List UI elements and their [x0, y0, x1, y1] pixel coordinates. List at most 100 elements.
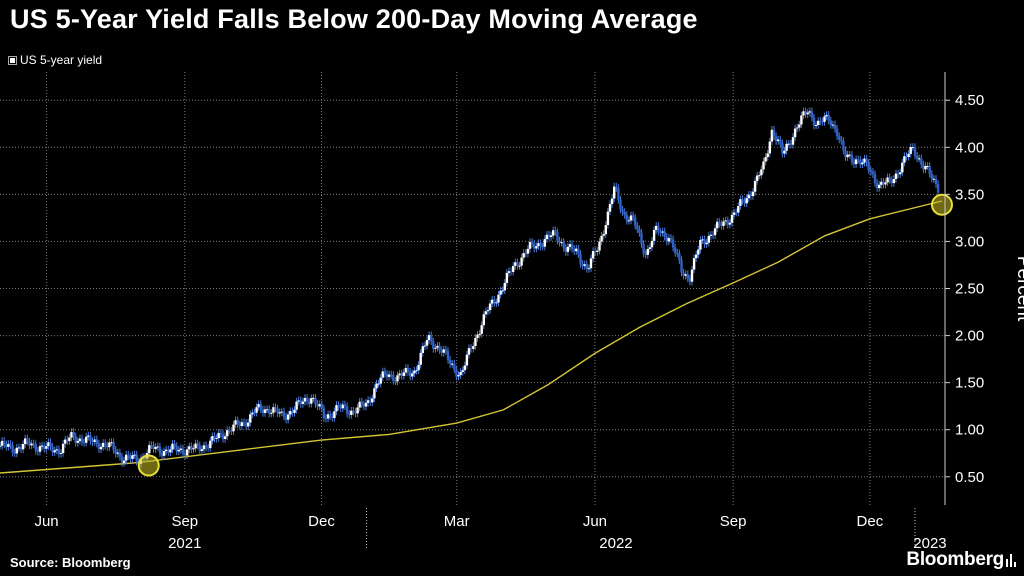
yield-candle — [796, 127, 799, 129]
yield-candle — [661, 231, 664, 233]
yield-candle — [905, 156, 908, 158]
yield-candle — [196, 443, 199, 446]
yield-candle — [259, 404, 262, 410]
yield-candle — [844, 150, 847, 158]
yield-candle — [261, 409, 265, 413]
y-tick-label: 2.00 — [955, 328, 984, 345]
yield-candle — [674, 247, 677, 253]
yield-candle — [932, 178, 936, 180]
yield-candle — [78, 438, 82, 442]
yield-candle — [129, 456, 132, 459]
yield-candle — [446, 351, 450, 360]
yield-candle — [337, 405, 340, 407]
yield-candle — [890, 179, 893, 184]
yield-candle — [95, 439, 98, 444]
yield-candle — [562, 242, 565, 248]
yield-candle — [608, 204, 612, 212]
yield-candle — [857, 159, 860, 161]
yield-candle — [922, 164, 925, 170]
yield-candle — [423, 345, 427, 347]
yield-candle — [43, 445, 46, 449]
yield-candle — [568, 244, 572, 247]
yield-candle — [276, 408, 279, 414]
yield-candle — [606, 211, 610, 225]
yield-candle — [339, 406, 342, 409]
yield-candle — [350, 410, 353, 415]
yield-candle — [425, 340, 429, 346]
yield-candle — [47, 442, 50, 447]
yield-candle — [70, 432, 73, 438]
yield-candle — [463, 365, 466, 371]
yield-candle — [0, 440, 4, 446]
yield-candle — [514, 262, 517, 266]
yield-candle — [345, 406, 349, 414]
yield-candle — [892, 179, 896, 184]
yield-candle — [476, 334, 479, 338]
bar-chart-icon — [1006, 553, 1018, 567]
axes: 0.50 1.00 1.50 2.00 2.50 3.00 3.50 4.00 4.50 Jun S… — [34, 72, 1024, 552]
yield-candle — [299, 400, 302, 404]
yield-candle — [444, 349, 448, 352]
yield-candle — [3, 440, 6, 445]
yield-candle — [499, 290, 502, 295]
yield-candle — [547, 234, 551, 237]
yield-candle — [781, 143, 784, 154]
yield-candle — [434, 347, 437, 349]
yield-candle — [396, 375, 399, 382]
crossover-marker — [930, 193, 953, 216]
yield-candle — [404, 368, 408, 373]
yield-candle — [488, 303, 492, 311]
yield-candle — [358, 401, 361, 408]
yield-candle — [899, 172, 902, 175]
yield-candle — [713, 228, 717, 236]
yield-candle — [455, 369, 458, 377]
yield-candle — [76, 441, 79, 443]
yield-candle — [644, 253, 647, 255]
yield-candle — [190, 446, 193, 450]
yield-candle — [223, 436, 227, 439]
yield-candle — [617, 188, 620, 200]
yield-candle — [583, 264, 586, 266]
yield-candle — [287, 414, 290, 420]
yield-candle — [524, 253, 527, 254]
brand: Bloomberg — [906, 549, 1018, 571]
yield-candle — [272, 407, 275, 413]
yield-candle — [493, 299, 496, 304]
yield-candle — [99, 446, 103, 450]
yield-candle — [613, 186, 616, 199]
y-tick-label: 0.50 — [955, 469, 984, 486]
yield-candle — [663, 231, 666, 237]
yield-candle — [53, 450, 56, 453]
yield-candle — [310, 398, 313, 404]
yield-candle — [366, 400, 370, 403]
yield-candle — [472, 346, 475, 349]
yield-candle — [886, 177, 889, 183]
yield-candle — [686, 274, 689, 279]
yield-candle — [724, 220, 727, 222]
yield-candle — [40, 445, 44, 447]
yield-candle — [680, 260, 683, 273]
yield-candle — [838, 136, 841, 140]
yield-candle — [268, 409, 271, 414]
yield-candle — [918, 158, 921, 160]
yield-candle — [573, 249, 576, 252]
yield-candle — [293, 409, 296, 413]
yield-candle — [827, 114, 830, 121]
yield-candle — [356, 407, 359, 414]
yield-candle — [512, 266, 515, 272]
yield-candle — [415, 370, 418, 372]
grid — [0, 72, 945, 505]
yield-candle — [280, 411, 283, 413]
yield-candle — [526, 248, 530, 254]
yield-candle — [581, 263, 584, 266]
yield-candle — [730, 214, 734, 223]
yield-candle — [859, 159, 862, 165]
yield-candle — [430, 335, 433, 342]
yield-candle — [772, 129, 776, 137]
yield-candle — [15, 447, 18, 454]
year-label: 2021 — [168, 535, 201, 552]
yield-candle — [0, 445, 2, 447]
yield-candle — [507, 271, 511, 273]
yield-candle — [848, 154, 851, 156]
yield-candle — [591, 251, 595, 259]
